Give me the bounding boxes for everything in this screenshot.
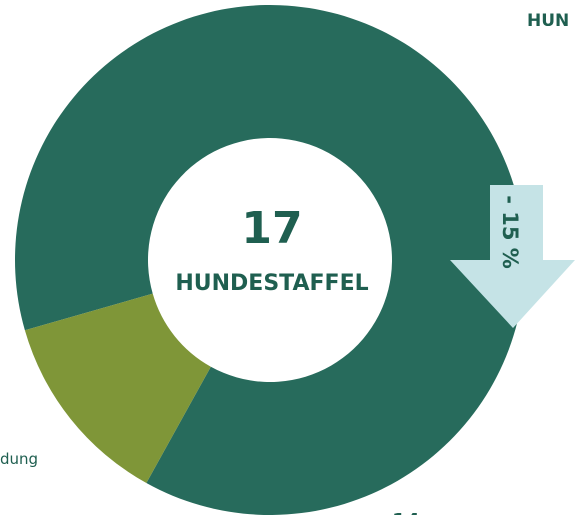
donut-slice	[24, 293, 211, 484]
change-arrow	[450, 185, 575, 328]
header-text: HUN	[527, 11, 569, 31]
donut	[15, 5, 525, 515]
change-label: - 15 %	[498, 195, 522, 269]
value-label: 14	[392, 509, 420, 515]
donut-slice	[15, 5, 525, 515]
category-label: dung	[0, 450, 38, 468]
center-label: HUNDESTAFFEL	[175, 271, 368, 296]
center-value: 17	[241, 203, 302, 254]
